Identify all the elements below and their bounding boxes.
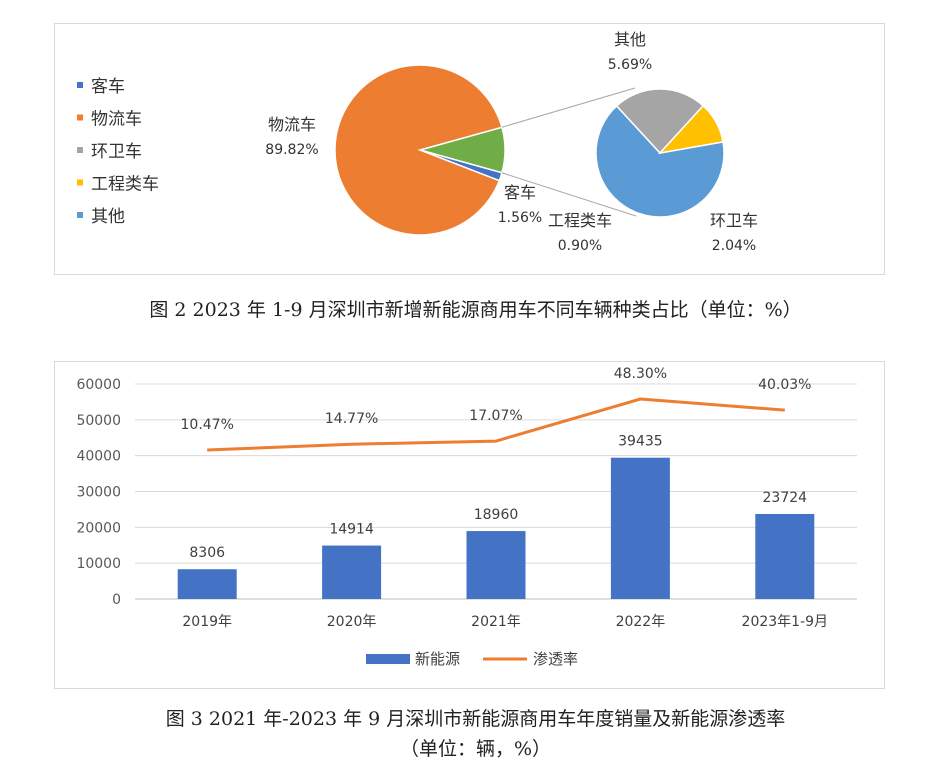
bar-label-4: 23724 bbox=[763, 490, 808, 506]
legend-swatch-1 bbox=[77, 114, 83, 121]
legend-swatch-3 bbox=[77, 179, 83, 186]
x-tick-2: 2021年 bbox=[471, 614, 521, 630]
pie-chart-panel: 客车 物流车 环卫车 工程类车 其他 物流车 89.82% 客车 1.56% 工程类车 0.90% 其… bbox=[54, 23, 885, 275]
bar-3 bbox=[610, 457, 670, 599]
line-series-penetration bbox=[207, 397, 785, 452]
y-tick-5: 50000 bbox=[76, 413, 121, 429]
pie-label-value-0: 89.82% bbox=[265, 142, 318, 158]
connector-line-top bbox=[501, 87, 636, 128]
bar-1 bbox=[322, 545, 382, 599]
pie-label-value-2: 0.90% bbox=[558, 238, 602, 254]
legend-swatch-0 bbox=[77, 82, 83, 88]
legend-label-2: 环卫车 bbox=[91, 142, 142, 162]
legend-swatch-bar bbox=[366, 654, 410, 664]
secondary-pie-slice-2 bbox=[657, 104, 724, 155]
pie-label-name-4: 环卫车 bbox=[710, 211, 758, 230]
line-label-2: 17.07% bbox=[469, 408, 522, 424]
legend-label-1: 物流车 bbox=[91, 110, 142, 130]
legend-swatch-2 bbox=[77, 147, 83, 153]
line-label-1: 14.77% bbox=[325, 411, 378, 427]
x-tick-1: 2020年 bbox=[327, 614, 377, 630]
pie-label-value-3: 5.69% bbox=[608, 57, 652, 73]
bar-0 bbox=[177, 569, 237, 599]
bar-label-0: 8306 bbox=[189, 545, 225, 561]
pie-label-name-1: 客车 bbox=[504, 183, 536, 202]
bar-label-3: 39435 bbox=[618, 434, 663, 450]
y-tick-1: 10000 bbox=[76, 556, 121, 572]
y-tick-6: 60000 bbox=[76, 377, 121, 393]
secondary-pie-slice-0 bbox=[595, 104, 725, 218]
legend-label-bar: 新能源 bbox=[415, 650, 460, 668]
y-tick-4: 40000 bbox=[76, 449, 121, 465]
pie-label-name-0: 物流车 bbox=[268, 115, 316, 134]
combo-chart: 0 10000 20000 30000 40000 50000 60000 8306 2019年… bbox=[76, 366, 857, 668]
pie-label-name-2: 工程类车 bbox=[548, 211, 612, 230]
line-label-4: 40.03% bbox=[758, 377, 811, 393]
legend-swatch-4 bbox=[77, 212, 83, 218]
y-tick-0: 0 bbox=[112, 592, 121, 608]
legend-label-4: 其他 bbox=[91, 207, 125, 227]
figure-3-caption-units: （单位：辆，%） bbox=[399, 738, 552, 760]
figure-3-caption: 图 3 2021 年-2023 年 9 月深圳市新能源商用车年度销量及新能源渗透… bbox=[165, 708, 786, 730]
pie-label-value-4: 2.04% bbox=[712, 238, 756, 254]
y-tick-3: 30000 bbox=[76, 485, 121, 501]
figure-2-caption: 图 2 2023 年 1-9 月深圳市新增新能源商用车不同车辆种类占比（单位：%… bbox=[149, 299, 802, 321]
bar-label-2: 18960 bbox=[474, 507, 519, 523]
secondary-pie-slice-1 bbox=[615, 88, 705, 155]
line-label-0: 10.47% bbox=[181, 417, 234, 433]
bar-label-1: 14914 bbox=[329, 522, 374, 538]
x-tick-0: 2019年 bbox=[182, 614, 232, 630]
pie-label-name-3: 其他 bbox=[614, 30, 646, 49]
connector-line-bottom bbox=[501, 172, 637, 217]
legend-label-3: 工程类车 bbox=[91, 175, 159, 195]
legend-label-line: 渗透率 bbox=[533, 650, 578, 668]
y-tick-2: 20000 bbox=[76, 520, 121, 536]
line-label-3: 48.30% bbox=[614, 366, 667, 382]
x-tick-3: 2022年 bbox=[616, 614, 666, 630]
bar-2 bbox=[466, 531, 526, 599]
legend-label-0: 客车 bbox=[91, 77, 125, 97]
pie-label-value-1: 1.56% bbox=[498, 210, 542, 226]
x-tick-4: 2023年1-9月 bbox=[742, 614, 829, 630]
bar-4 bbox=[755, 513, 815, 599]
combo-chart-panel: 0 10000 20000 30000 40000 50000 60000 8306 2019年… bbox=[54, 361, 885, 689]
pie-slice-1 bbox=[334, 64, 503, 236]
